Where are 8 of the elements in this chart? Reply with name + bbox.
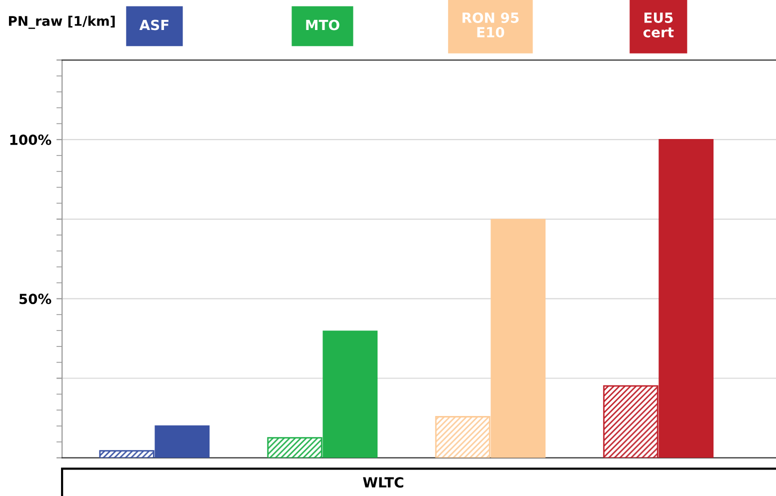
y-tick-label: 100% <box>10 134 52 146</box>
y-axis-title: PN_raw [1/km] <box>8 16 115 29</box>
x-tick-label: EU5 cert <box>643 12 674 38</box>
x-axis-title: WLTC <box>362 477 404 488</box>
x-tick-label: RON 95 E10 <box>462 12 519 38</box>
y-tick-label: 50% <box>19 294 52 304</box>
x-tick-label: MTO <box>306 20 340 30</box>
x-tick-label: ASF <box>139 20 168 30</box>
